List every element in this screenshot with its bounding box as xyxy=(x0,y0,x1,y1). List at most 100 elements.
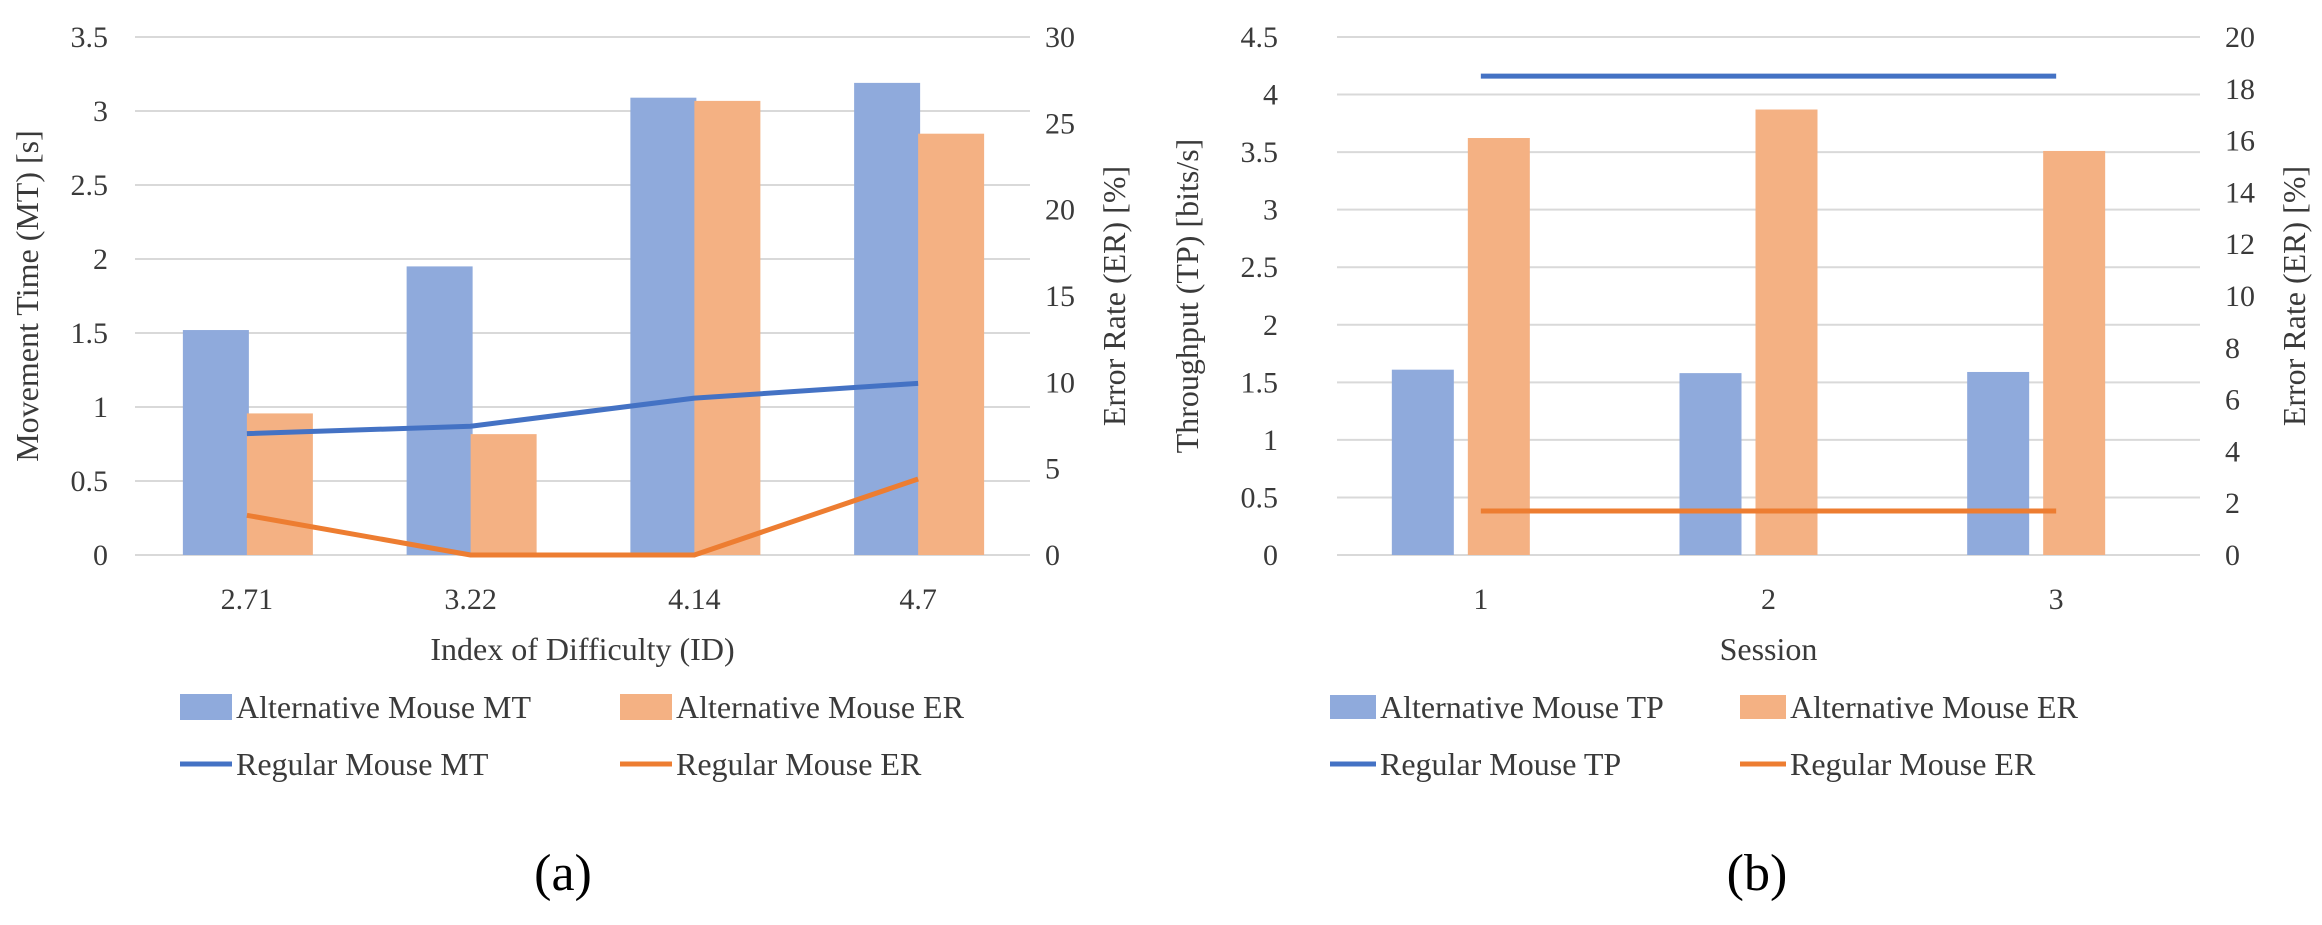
y-tick-label: 3.5 xyxy=(71,21,109,54)
bar xyxy=(694,100,761,556)
y-tick-label: 1 xyxy=(93,391,108,424)
y-tick-label: 1 xyxy=(1263,424,1278,457)
x-axis-title: Index of Difficulty (ID) xyxy=(430,631,734,667)
legend-item: Regular Mouse ER xyxy=(1740,746,2036,782)
bar-series-alternative-mouse-mt xyxy=(182,82,921,556)
legend: Alternative Mouse MT Alternative Mouse ER… xyxy=(180,689,965,782)
x-tick-label: 4.7 xyxy=(899,583,937,616)
bar xyxy=(2043,150,2106,555)
y2-tick-label: 30 xyxy=(1045,21,1075,54)
y-tick-label: 2.5 xyxy=(1241,251,1279,284)
bar xyxy=(854,82,921,555)
legend: Alternative Mouse TP Alternative Mouse ER… xyxy=(1330,689,2079,782)
y2-tick-label: 14 xyxy=(2225,176,2255,209)
y2-tick-label: 10 xyxy=(2225,280,2255,313)
bar xyxy=(406,266,473,555)
y-tick-label: 0.5 xyxy=(1241,481,1279,514)
y2-tick-label: 10 xyxy=(1045,366,1075,399)
legend-swatch xyxy=(180,694,232,720)
bar xyxy=(630,97,697,556)
x-tick-label: 3.22 xyxy=(444,583,497,616)
legend-label: Alternative Mouse MT xyxy=(236,689,532,725)
y2-tick-label: 4 xyxy=(2225,435,2240,468)
legend-item: Alternative Mouse TP xyxy=(1330,689,1664,725)
x-tick-label: 1 xyxy=(1473,583,1488,616)
legend-item: Regular Mouse TP xyxy=(1330,746,1621,782)
y2-axis-title: Error Rate (ER) [%] xyxy=(1096,166,1132,426)
y-tick-label: 2 xyxy=(93,243,108,276)
legend-label: Regular Mouse MT xyxy=(236,746,489,782)
y-axis-title: Movement Time (MT) [s] xyxy=(9,130,45,462)
bar xyxy=(1679,373,1742,555)
legend-label: Alternative Mouse TP xyxy=(1380,689,1664,725)
y2-tick-label: 5 xyxy=(1045,453,1060,486)
y-tick-label: 3.5 xyxy=(1241,136,1279,169)
chart-a: 0 0.5 1 1.5 2 2.5 3 3.5 0 5 10 15 20 25 30 2.71 3.22 4.14… xyxy=(9,21,1132,902)
y2-tick-label: 20 xyxy=(2225,21,2255,54)
y-tick-label: 3 xyxy=(93,95,108,128)
y2-tick-label: 18 xyxy=(2225,73,2255,106)
y2-tick-label: 0 xyxy=(2225,539,2240,572)
y-tick-label: 2.5 xyxy=(71,169,109,202)
x-tick-label: 3 xyxy=(2049,583,2064,616)
bar xyxy=(918,133,985,555)
x-axis-ticks: 2.71 3.22 4.14 4.7 xyxy=(221,583,937,616)
legend-item: Regular Mouse MT xyxy=(180,746,489,782)
bar xyxy=(1755,109,1818,556)
bar xyxy=(182,330,249,555)
y-tick-label: 1.5 xyxy=(1241,366,1279,399)
legend-label: Alternative Mouse ER xyxy=(676,689,965,725)
legend-swatch xyxy=(1330,695,1376,719)
y2-tick-label: 15 xyxy=(1045,280,1075,313)
line-series-regular-mouse-er xyxy=(246,476,919,558)
legend-label: Regular Mouse ER xyxy=(676,746,922,782)
y2-tick-label: 8 xyxy=(2225,332,2240,365)
y-tick-label: 0 xyxy=(1263,539,1278,572)
bar xyxy=(1967,371,2030,555)
y2-tick-label: 20 xyxy=(1045,194,1075,227)
line-series-regular-mouse-mt xyxy=(246,380,919,437)
x-axis-ticks: 1 2 3 xyxy=(1473,583,2063,616)
bar-series-alternative-mouse-tp xyxy=(1391,369,2030,555)
x-tick-label: 4.14 xyxy=(668,583,721,616)
panel-label: (b) xyxy=(1727,845,1788,902)
legend-label: Regular Mouse ER xyxy=(1790,746,2036,782)
y-tick-label: 0.5 xyxy=(71,465,109,498)
y-tick-label: 2 xyxy=(1263,309,1278,342)
bar xyxy=(1391,369,1454,555)
bar-series-alternative-mouse-er xyxy=(1467,109,2106,556)
bar-series-alternative-mouse-er xyxy=(246,100,985,556)
y-tick-label: 4 xyxy=(1263,79,1278,112)
x-axis-title: Session xyxy=(1720,631,1818,667)
panel-label: (a) xyxy=(534,845,592,902)
y-axis-right-ticks: 0 5 10 15 20 25 30 xyxy=(1045,21,1075,572)
legend-label: Alternative Mouse ER xyxy=(1790,689,2079,725)
legend-item: Alternative Mouse ER xyxy=(1740,689,2079,725)
y2-tick-label: 6 xyxy=(2225,384,2240,417)
legend-item: Alternative Mouse ER xyxy=(620,689,965,725)
bar xyxy=(1467,138,1530,555)
bar xyxy=(246,413,313,555)
legend-item: Regular Mouse ER xyxy=(620,746,922,782)
legend-swatch xyxy=(620,694,672,720)
y-tick-label: 0 xyxy=(93,539,108,572)
y-tick-label: 3 xyxy=(1263,194,1278,227)
legend-label: Regular Mouse TP xyxy=(1380,746,1621,782)
y2-tick-label: 2 xyxy=(2225,487,2240,520)
y-tick-label: 1.5 xyxy=(71,317,109,350)
bar xyxy=(470,434,537,555)
legend-item: Alternative Mouse MT xyxy=(180,689,532,725)
y-axis-left-ticks: 0 0.5 1 1.5 2 2.5 3 3.5 xyxy=(71,21,109,572)
y2-tick-label: 16 xyxy=(2225,125,2255,158)
y-axis-title: Throughput (TP) [bits/s] xyxy=(1169,139,1205,454)
y-axis-left-ticks: 0 0.5 1 1.5 2 2.5 3 3.5 4 4.5 xyxy=(1241,21,1279,572)
x-tick-label: 2.71 xyxy=(221,583,274,616)
y-tick-label: 4.5 xyxy=(1241,21,1279,54)
y2-tick-label: 0 xyxy=(1045,539,1060,572)
legend-swatch xyxy=(1740,695,1786,719)
y-axis-right-ticks: 0 2 4 6 8 10 12 14 16 18 20 xyxy=(2225,21,2255,572)
x-tick-label: 2 xyxy=(1761,583,1776,616)
y2-axis-title: Error Rate (ER) [%] xyxy=(2276,166,2312,426)
